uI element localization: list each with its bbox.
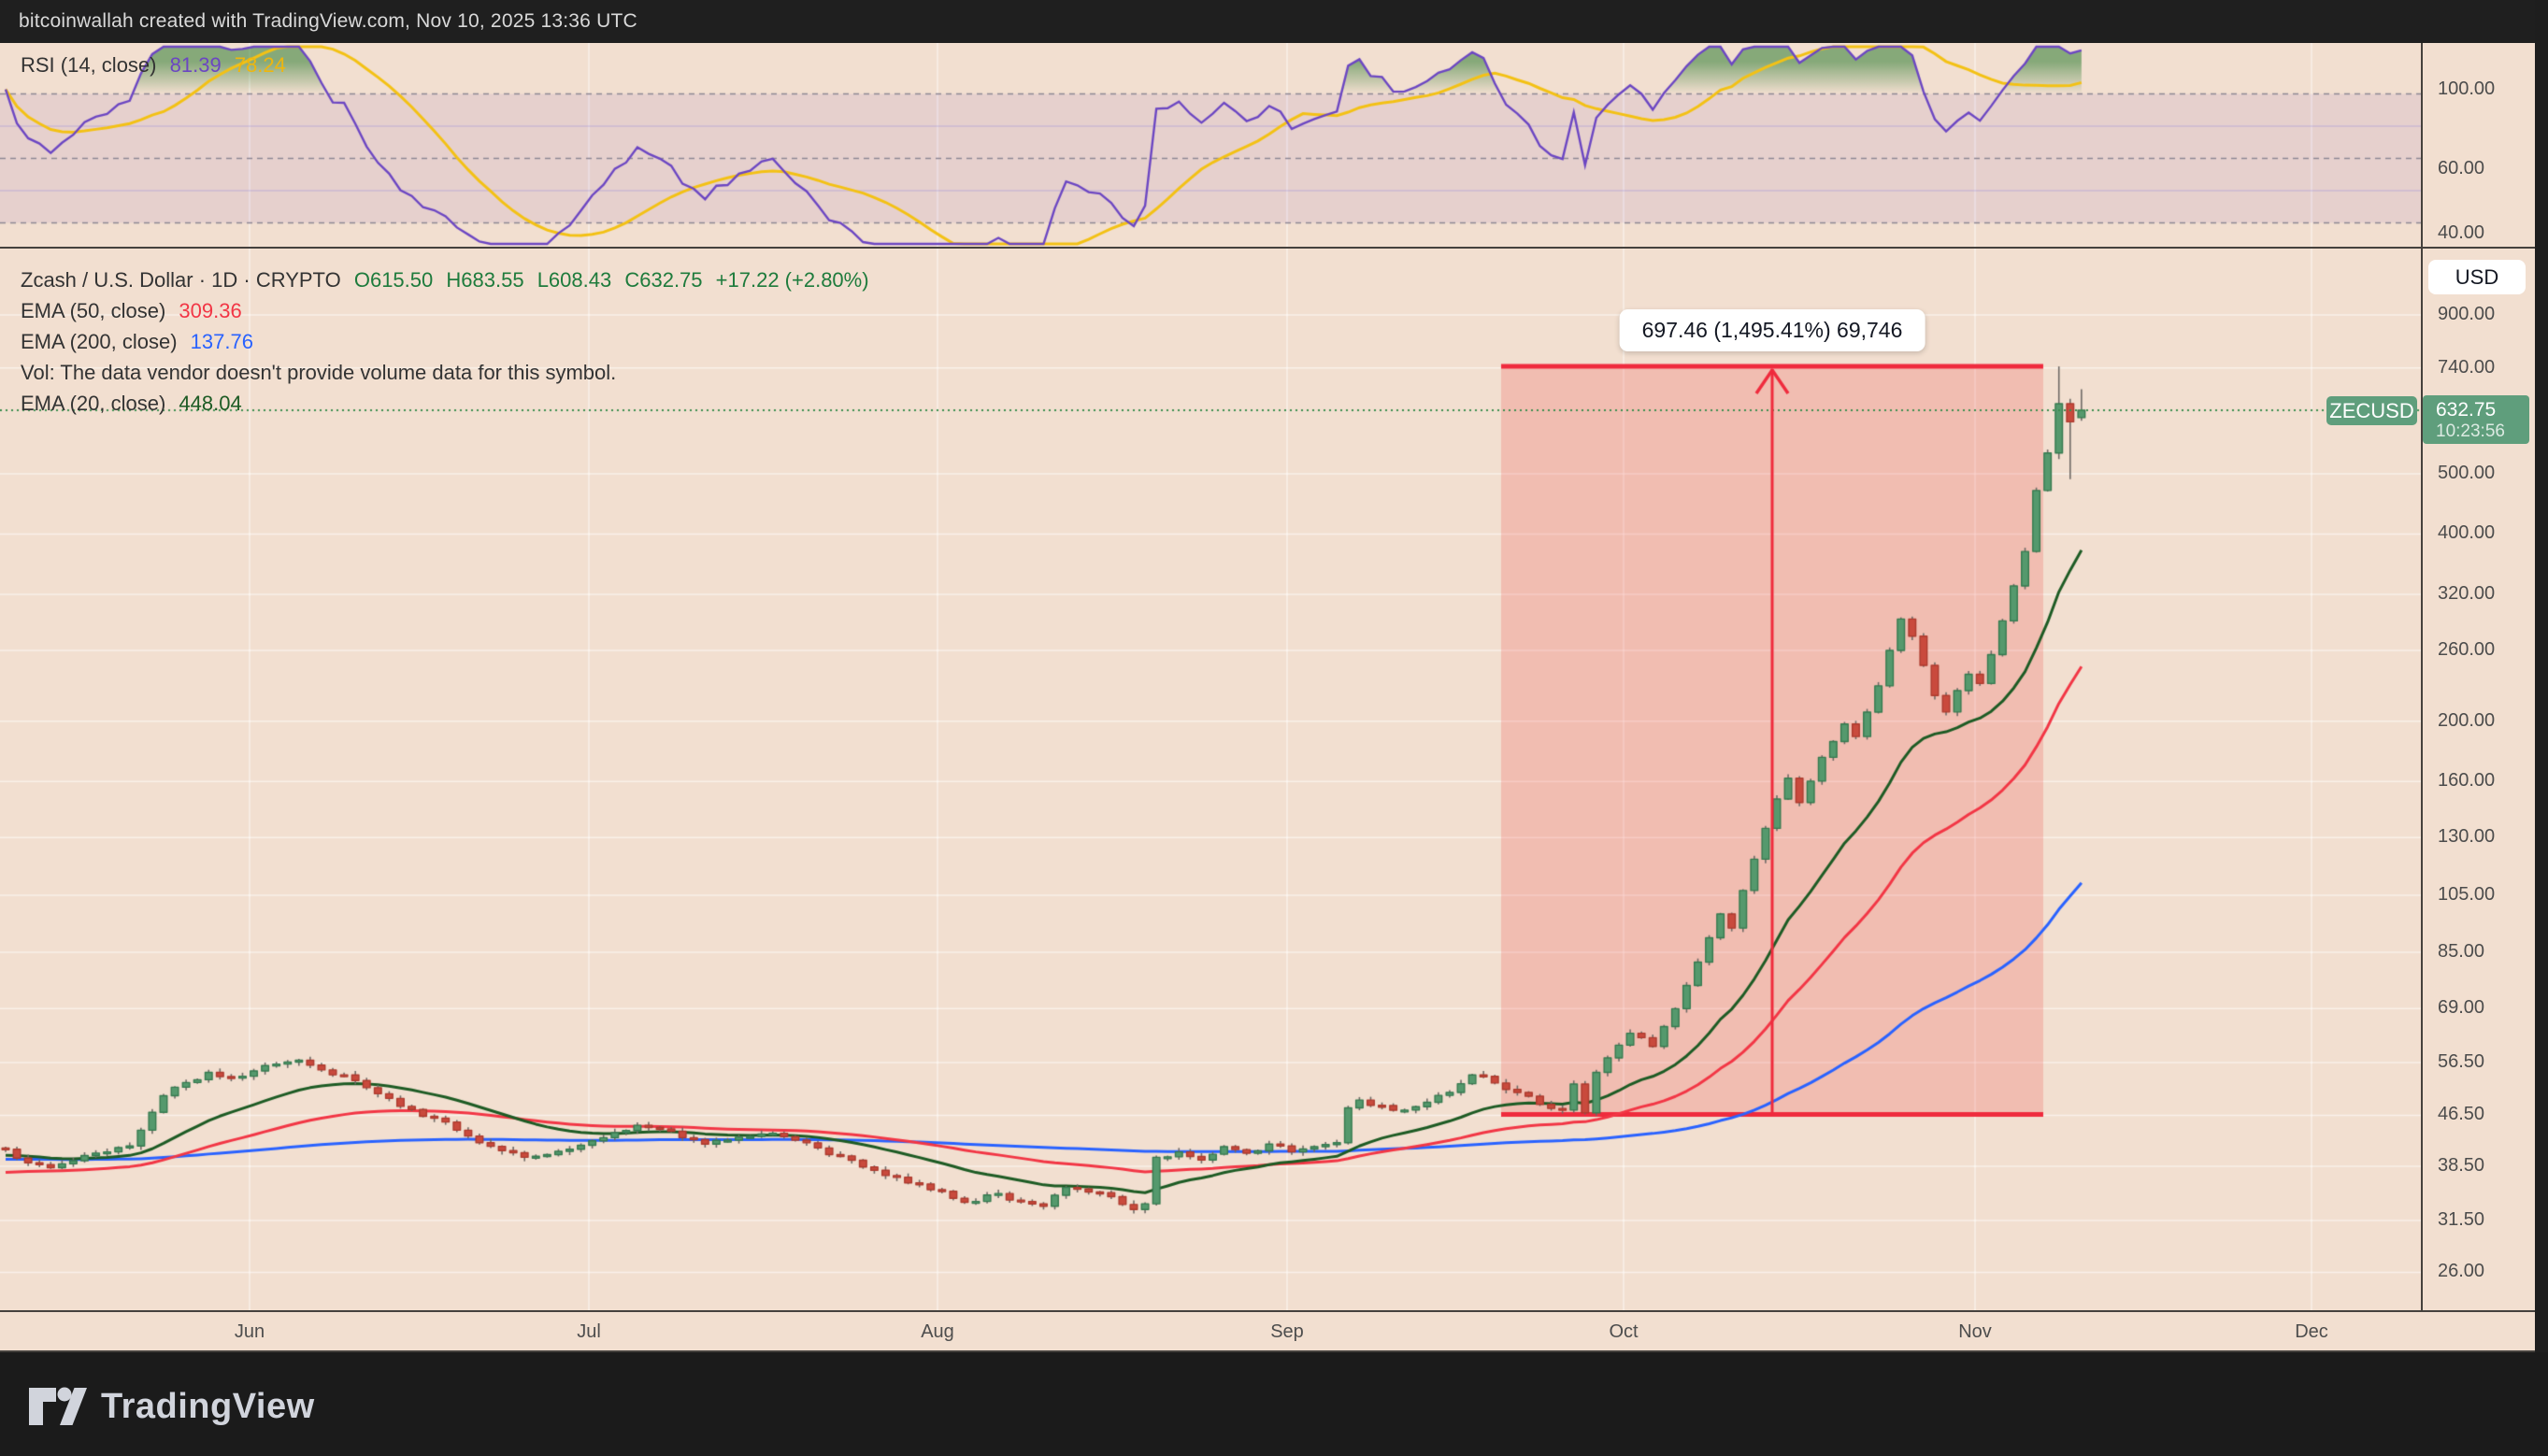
symbol-legend-row[interactable]: Zcash / U.S. Dollar · 1D · CRYPTO O615.5… — [21, 268, 877, 293]
month-label-dec: Dec — [2295, 1321, 2328, 1342]
price-axis-tick: 69.00 — [2438, 997, 2485, 1019]
ema200-label: EMA (200, close) — [21, 330, 178, 353]
price-axis-tick: 740.00 — [2438, 356, 2496, 378]
tradingview-logo[interactable]: TradingView — [28, 1386, 315, 1427]
price-axis-border — [2421, 43, 2423, 1352]
price-axis-tick: 105.00 — [2438, 884, 2496, 905]
pane-divider[interactable] — [0, 247, 2535, 249]
month-label-aug: Aug — [921, 1321, 954, 1342]
price-axis-tick: 200.00 — [2438, 709, 2496, 731]
price-axis-tick: 38.50 — [2438, 1154, 2485, 1176]
ema20-legend-row[interactable]: EMA (20, close) 448.04 — [21, 392, 250, 416]
rsi-value: 81.39 — [169, 53, 222, 77]
bar-countdown: 10:23:56 — [2436, 421, 2505, 441]
time-axis[interactable]: Jun Jul Aug Sep Oct Nov Dec — [0, 1310, 2535, 1352]
rsi-axis-tick: 100.00 — [2438, 79, 2496, 99]
price-axis-tick: 400.00 — [2438, 522, 2496, 544]
change-value: +17.22 (+2.80%) — [715, 268, 869, 292]
price-axis-tick: 260.00 — [2438, 638, 2496, 660]
last-price-tag: 632.75 10:23:56 — [2423, 395, 2529, 444]
symbol-price-label: ZECUSD — [2326, 396, 2417, 425]
measure-tool-label[interactable]: 697.46 (1,495.41%) 69,746 — [1619, 309, 1925, 351]
symbol-title: Zcash / U.S. Dollar · 1D · CRYPTO — [21, 268, 341, 292]
low-value: L608.43 — [537, 268, 612, 292]
month-label-jun: Jun — [234, 1321, 265, 1342]
tradingview-logo-icon — [29, 1387, 87, 1425]
ema200-value: 137.76 — [190, 330, 253, 353]
price-axis-tick: 46.50 — [2438, 1104, 2485, 1125]
month-label-sep: Sep — [1270, 1321, 1304, 1342]
ema20-label: EMA (20, close) — [21, 392, 166, 415]
ema50-legend-row[interactable]: EMA (50, close) 309.36 — [21, 299, 250, 323]
rsi-pane-canvas[interactable] — [0, 43, 2421, 248]
price-axis-tick: 56.50 — [2438, 1051, 2485, 1073]
price-axis-tick: 130.00 — [2438, 826, 2496, 848]
price-axis-tick: 900.00 — [2438, 304, 2496, 325]
ema20-value: 448.04 — [179, 392, 242, 415]
volume-legend-row[interactable]: Vol: The data vendor doesn't provide vol… — [21, 361, 623, 385]
price-axis-tick: 31.50 — [2438, 1208, 2485, 1230]
price-axis-tick: 500.00 — [2438, 462, 2496, 483]
high-value: H683.55 — [446, 268, 524, 292]
last-price-value: 632.75 — [2436, 398, 2497, 421]
open-value: O615.50 — [353, 268, 434, 292]
tradingview-logo-text: TradingView — [101, 1386, 315, 1426]
month-label-oct: Oct — [1609, 1321, 1639, 1342]
ema200-legend-row[interactable]: EMA (200, close) 137.76 — [21, 330, 261, 354]
rsi-ma-value: 78.24 — [234, 53, 286, 77]
rsi-axis-tick: 60.00 — [2438, 158, 2485, 178]
rsi-axis-tick: 40.00 — [2438, 222, 2485, 243]
month-label-nov: Nov — [1958, 1321, 1992, 1342]
currency-toggle-button[interactable]: USD — [2428, 260, 2526, 294]
price-axis-tick: 320.00 — [2438, 582, 2496, 604]
volume-note: Vol: The data vendor doesn't provide vol… — [21, 361, 617, 384]
month-label-jul: Jul — [577, 1321, 601, 1342]
price-axis-tick: 160.00 — [2438, 770, 2496, 792]
attribution-title: bitcoinwallah created with TradingView.c… — [19, 10, 637, 32]
rsi-legend-label: RSI (14, close) — [21, 53, 157, 77]
right-margin — [2535, 0, 2548, 1456]
header-bar: bitcoinwallah created with TradingView.c… — [0, 0, 2548, 43]
price-axis-tick: 85.00 — [2438, 941, 2485, 963]
price-pane-canvas[interactable] — [0, 249, 2421, 1310]
ema50-value: 309.36 — [179, 299, 242, 322]
footer-bar: TradingView — [0, 1352, 2548, 1456]
close-value: C632.75 — [624, 268, 703, 292]
ema50-label: EMA (50, close) — [21, 299, 166, 322]
price-axis-tick: 26.00 — [2438, 1261, 2485, 1282]
rsi-legend[interactable]: RSI (14, close) 81.39 78.24 — [21, 53, 293, 78]
